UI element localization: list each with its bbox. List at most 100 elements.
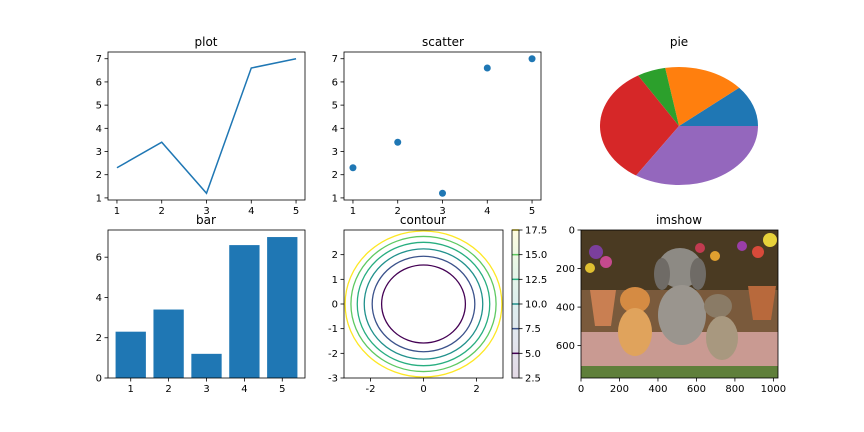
contour-ytick-label: 2 <box>332 250 338 261</box>
plot-panel: plot 1 2 3 4 5 1 2 3 4 5 6 7 <box>96 35 306 217</box>
scatter-point <box>483 64 491 72</box>
pie-slice <box>665 67 740 126</box>
contour-level <box>371 255 476 353</box>
scatter-xtick-label: 3 <box>439 206 445 217</box>
pie-slice <box>638 67 679 126</box>
scatter-ytick-label: 7 <box>332 54 338 65</box>
bar-panel: bar 1 2 3 4 5 0 2 4 6 <box>96 213 306 395</box>
plot-xtick-label: 1 <box>114 206 120 217</box>
imshow-xtick-label: 800 <box>725 384 744 395</box>
scatter-point <box>394 138 402 146</box>
imshow-ytick-label: 600 <box>556 341 575 352</box>
colorbar-tick-label: 7.5 <box>525 324 541 335</box>
bar-xtick-label: 3 <box>203 384 209 395</box>
scatter-series <box>349 55 536 197</box>
pie-slice <box>679 87 758 126</box>
bar-ytick-label: 0 <box>96 374 102 385</box>
contour-level <box>363 248 484 360</box>
bar-xtick-label: 1 <box>128 384 134 395</box>
plot-axes-frame <box>107 51 306 201</box>
pie-series <box>599 67 758 185</box>
plot-ytick-label: 4 <box>96 124 102 135</box>
contour-title: contour <box>400 213 446 227</box>
contour-ytick-label: -3 <box>328 374 338 385</box>
contour-level <box>350 235 497 373</box>
scatter-ytick-label: 2 <box>332 170 338 181</box>
imshow-xtick-label: 0 <box>578 384 584 395</box>
imshow-xtick-label: 200 <box>610 384 629 395</box>
scatter-xtick-label: 1 <box>350 206 356 217</box>
bar-xtick-label: 5 <box>279 384 285 395</box>
contour-ytick-label: -2 <box>328 349 338 360</box>
bar-ytick-label: 2 <box>96 333 102 344</box>
contour-level <box>380 264 467 344</box>
scatter-ytick-label: 5 <box>332 101 338 112</box>
imshow-xtick-label: 1000 <box>761 384 786 395</box>
bar <box>229 245 260 378</box>
contour-xtick-label: 0 <box>420 384 426 395</box>
bar-ytick-label: 4 <box>96 293 102 304</box>
scatter-xtick-label: 5 <box>529 206 535 217</box>
contour-xtick-label: -2 <box>366 384 376 395</box>
bar-ytick-label: 6 <box>96 253 102 264</box>
plot-xtick-label: 5 <box>293 206 299 217</box>
plot-xtick-label: 2 <box>159 206 165 217</box>
imshow-xtick-label: 600 <box>687 384 706 395</box>
bar-title: bar <box>196 213 216 227</box>
imshow-xtick-label: 400 <box>648 384 667 395</box>
plot-ytick-label: 3 <box>96 147 102 158</box>
contour-panel: contour -2 0 2 -3 -2 -1 0 1 2 2.5 5.0 7.5 10.0 12.5 1… <box>328 213 547 395</box>
contour-ytick-label: -1 <box>328 324 338 335</box>
imshow-ytick-label: 400 <box>556 303 575 314</box>
contour-series <box>344 230 503 378</box>
contour-ytick-label: 1 <box>332 275 338 286</box>
pie-title: pie <box>670 35 688 49</box>
plot-xtick-label: 4 <box>248 206 254 217</box>
scatter-ytick-label: 4 <box>332 124 338 135</box>
colorbar-tick-label: 17.5 <box>525 226 547 237</box>
pie-panel: pie <box>599 35 758 185</box>
pie-slice <box>599 75 679 176</box>
scatter-panel: scatter 1 2 3 4 5 1 2 3 4 5 6 7 <box>332 35 542 217</box>
imshow-ytick-label: 0 <box>569 226 575 237</box>
scatter-point <box>349 164 357 172</box>
colorbar-tick-label: 5.0 <box>525 349 541 360</box>
scatter-point <box>439 189 446 197</box>
imshow-axes-frame <box>580 229 779 379</box>
colorbar-tick-label: 2.5 <box>525 374 541 385</box>
contour-level <box>344 230 503 378</box>
imshow-ytick-label: 200 <box>556 264 575 275</box>
plot-line <box>116 57 297 195</box>
bar-xtick-label: 2 <box>165 384 171 395</box>
scatter-xtick-label: 4 <box>484 206 490 217</box>
colorbar-tick-label: 10.0 <box>525 300 547 311</box>
imshow-panel: imshow <box>556 213 786 395</box>
pie-slice <box>636 126 758 185</box>
bar <box>267 237 298 378</box>
plot-ytick-label: 7 <box>96 54 102 65</box>
plot-xtick-label: 3 <box>203 206 209 217</box>
scatter-title: scatter <box>422 35 464 49</box>
scatter-axes-frame <box>343 51 542 201</box>
scatter-ytick-label: 3 <box>332 147 338 158</box>
colorbar-tick-label: 12.5 <box>525 275 547 286</box>
bar <box>153 309 184 378</box>
bar-xtick-label: 4 <box>241 384 247 395</box>
bar-series <box>115 237 298 378</box>
contour-ytick-label: 0 <box>332 300 338 311</box>
plot-ytick-label: 5 <box>96 101 102 112</box>
contour-level <box>356 241 491 367</box>
plot-series <box>116 57 297 195</box>
plot-ytick-label: 2 <box>96 170 102 181</box>
imshow-image <box>581 230 778 378</box>
contour-xtick-label: 2 <box>473 384 479 395</box>
plot-title: plot <box>195 35 218 49</box>
imshow-title: imshow <box>656 213 702 227</box>
scatter-point <box>528 55 536 63</box>
plot-ytick-label: 1 <box>96 193 102 204</box>
scatter-xtick-label: 2 <box>395 206 401 217</box>
bar <box>191 353 222 378</box>
scatter-ytick-label: 6 <box>332 77 338 88</box>
bar <box>115 331 146 378</box>
